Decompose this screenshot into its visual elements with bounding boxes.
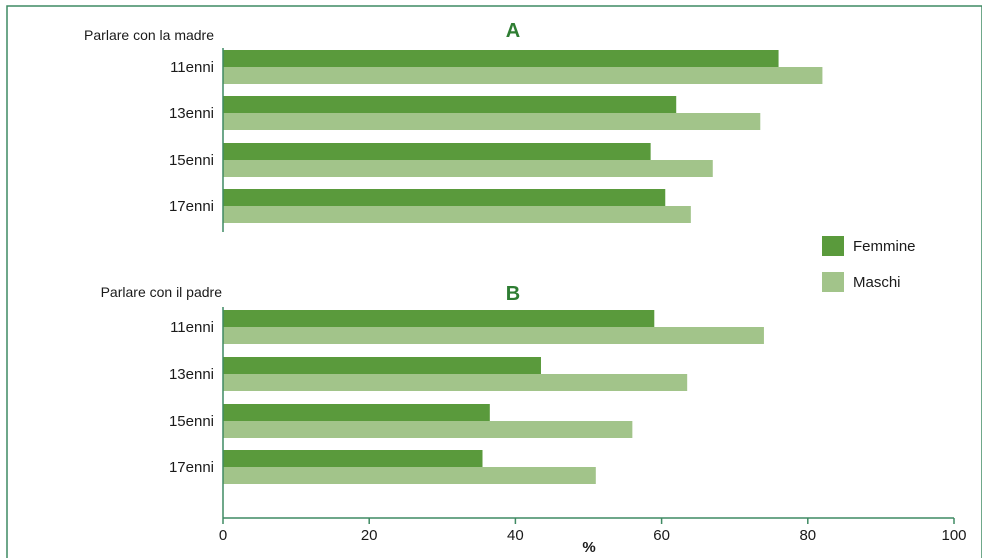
bar-b-11enni-femmine <box>223 310 655 327</box>
x-tick-label-60: 60 <box>653 527 670 544</box>
bars-layer <box>223 50 823 484</box>
bar-a-13enni-maschi <box>223 113 761 130</box>
bar-a-11enni-maschi <box>223 67 823 84</box>
bar-b-15enni-maschi <box>223 421 633 438</box>
category-label-a-15enni: 15enni <box>169 152 214 169</box>
legend: Femmine Maschi <box>822 236 916 292</box>
panel-label-b: B <box>506 283 520 305</box>
legend-swatch-femmine <box>822 236 844 256</box>
category-label-b-17enni: 17enni <box>169 459 214 476</box>
bar-b-17enni-maschi <box>223 467 596 484</box>
category-label-b-13enni: 13enni <box>169 366 214 383</box>
group-title-a: Parlare con la madre <box>84 27 214 43</box>
legend-label-maschi: Maschi <box>853 274 901 291</box>
bar-b-13enni-maschi <box>223 374 688 391</box>
bar-b-13enni-femmine <box>223 357 541 374</box>
x-tick-label-20: 20 <box>361 527 378 544</box>
category-labels: 11enni 13enni 15enni 17enni 11enni 13enni 15en… <box>169 59 214 476</box>
x-tick-label-100: 100 <box>941 527 966 544</box>
bar-a-17enni-femmine <box>223 189 666 206</box>
category-label-a-17enni: 17enni <box>169 198 214 215</box>
group-title-b: Parlare con il padre <box>101 284 223 300</box>
chart-frame <box>6 5 982 558</box>
category-label-a-13enni: 13enni <box>169 105 214 122</box>
panel-label-a: A <box>506 20 520 42</box>
x-tick-label-40: 40 <box>507 527 524 544</box>
bar-b-17enni-femmine <box>223 450 483 467</box>
x-tick-label-0: 0 <box>219 527 227 544</box>
bar-a-15enni-maschi <box>223 160 713 177</box>
x-axis: 0 20 40 60 80 100 <box>219 48 967 544</box>
bar-a-15enni-femmine <box>223 143 651 160</box>
bar-a-17enni-maschi <box>223 206 691 223</box>
legend-swatch-maschi <box>822 272 844 292</box>
bar-a-13enni-femmine <box>223 96 677 113</box>
legend-label-femmine: Femmine <box>853 238 916 255</box>
bar-a-11enni-femmine <box>223 50 779 67</box>
x-tick-label-80: 80 <box>799 527 816 544</box>
bar-b-11enni-maschi <box>223 327 764 344</box>
category-label-b-15enni: 15enni <box>169 413 214 430</box>
bar-b-15enni-femmine <box>223 404 490 421</box>
category-label-a-11enni: 11enni <box>170 59 214 76</box>
category-label-b-11enni: 11enni <box>170 319 214 336</box>
x-axis-title: % <box>582 539 595 556</box>
